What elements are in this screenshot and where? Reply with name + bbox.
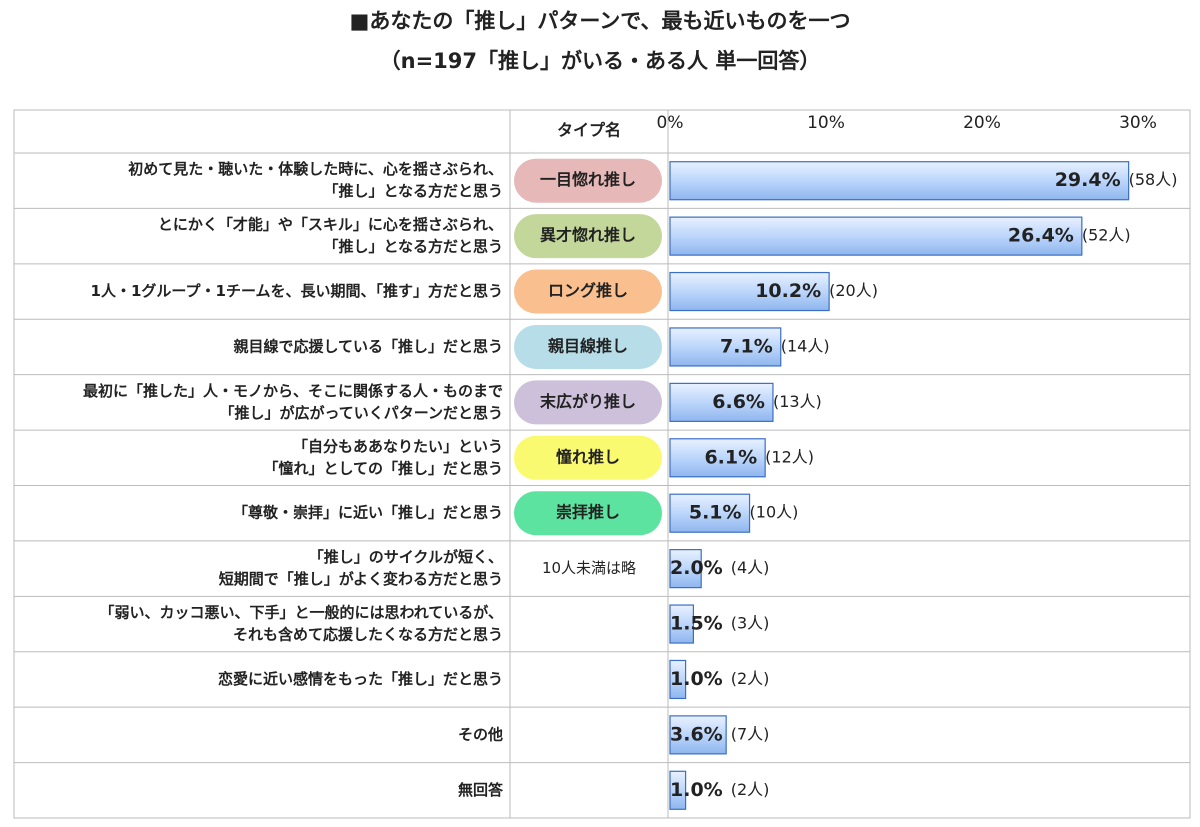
- bar: [669, 327, 782, 367]
- count-label: (7人): [731, 724, 770, 743]
- type-pill: [514, 269, 662, 314]
- type-name: 憧れ推し: [556, 447, 620, 466]
- count-label: (2人): [731, 780, 770, 799]
- category-label: 最初に「推した」人・モノから、そこに関係する人・ものまで: [83, 382, 503, 400]
- type-name: 親目線推し: [548, 336, 628, 355]
- count-label: (58人): [1129, 170, 1178, 189]
- count-label: (52人): [1082, 226, 1131, 245]
- category-label: 「推し」のサイクルが短く、: [309, 548, 503, 566]
- value-label: 1.0%: [670, 668, 723, 690]
- x-tick-label: 0%: [657, 113, 684, 133]
- type-header: タイプ名: [557, 121, 621, 140]
- category-label: 恋愛に近い感情をもった「推し」だと思う: [218, 670, 503, 688]
- type-pill: [514, 491, 662, 536]
- x-tick-label: 30%: [1119, 113, 1157, 133]
- count-label: (14人): [781, 336, 830, 355]
- value-label: 6.1%: [704, 446, 757, 468]
- bar: [669, 271, 830, 312]
- count-label: (13人): [773, 392, 822, 411]
- category-label: 無回答: [458, 781, 504, 799]
- bar: [669, 604, 694, 644]
- count-label: (20人): [829, 281, 878, 300]
- category-label: 「弱い、カッコ悪い、下手」と一般的には思われているが、: [99, 604, 503, 622]
- type-name: 崇拝推し: [556, 503, 620, 522]
- bar: [669, 659, 687, 700]
- value-label: 2.0%: [670, 557, 723, 579]
- category-label: 1人・1グループ・1チームを、長い期間、「推す」方だと思う: [91, 282, 503, 300]
- category-label: 「推し」となる方だと思う: [323, 238, 503, 256]
- chart-title: ■あなたの「推し」パターンで、最も近いものを一つ: [350, 9, 851, 33]
- type-pill: [514, 435, 662, 480]
- category-label: 「憧れ」としての「推し」だと思う: [263, 459, 503, 477]
- category-label: 親目線で応援している「推し」だと思う: [233, 337, 503, 355]
- value-label: 5.1%: [689, 502, 742, 524]
- value-label: 1.0%: [670, 779, 723, 801]
- bar: [669, 770, 687, 810]
- bar: [669, 382, 774, 422]
- value-label: 29.4%: [1055, 169, 1121, 191]
- category-label: それも含めて応援したくなる方だと思う: [233, 626, 503, 644]
- value-label: 3.6%: [670, 723, 723, 745]
- category-label: 「尊敬・崇拝」に近い「推し」だと思う: [233, 504, 503, 522]
- count-label: (3人): [731, 614, 770, 633]
- bar: [669, 438, 766, 478]
- category-label: 初めて見た・聴いた・体験した時に、心を揺さぶられ、: [128, 160, 503, 178]
- type-pill: [514, 324, 662, 369]
- value-label: 1.5%: [670, 613, 723, 635]
- table-border: [13, 109, 1191, 819]
- bar: [669, 493, 751, 533]
- type-name: 一目惚れ推し: [540, 170, 636, 189]
- type-pill: [514, 214, 662, 259]
- count-label: (12人): [765, 447, 814, 466]
- chart-subtitle: （n=197「推し」がいる・ある人 単一回答）: [380, 49, 821, 73]
- category-label: 「自分もああなりたい」という: [293, 437, 503, 455]
- type-name: 異才惚れ推し: [540, 226, 636, 245]
- category-label: その他: [458, 725, 503, 743]
- category-label: とにかく「才能」や「スキル」に心を揺さぶられ、: [158, 216, 503, 234]
- note: 10人未満は略: [542, 559, 636, 577]
- x-tick-label: 10%: [807, 113, 845, 133]
- value-label: 10.2%: [755, 280, 821, 302]
- type-name: 末広がり推し: [540, 392, 636, 411]
- category-label: 短期間で「推し」がよく変わる方だと思う: [219, 570, 503, 588]
- category-label: 「推し」が広がっていくパターンだと思う: [219, 404, 503, 422]
- type-pill: [514, 380, 662, 425]
- bar: [669, 715, 727, 755]
- category-label: 「推し」となる方だと思う: [323, 182, 503, 200]
- bar: [669, 161, 1130, 201]
- value-label: 26.4%: [1008, 225, 1074, 247]
- bar: [669, 216, 1083, 256]
- bar: [669, 549, 702, 589]
- value-label: 7.1%: [720, 335, 773, 357]
- type-name: ロング推し: [548, 281, 628, 300]
- count-label: (10人): [750, 503, 799, 522]
- type-pill: [514, 158, 662, 203]
- count-label: (2人): [731, 669, 770, 688]
- value-label: 6.6%: [712, 391, 765, 413]
- x-tick-label: 20%: [963, 113, 1001, 133]
- count-label: (4人): [731, 558, 770, 577]
